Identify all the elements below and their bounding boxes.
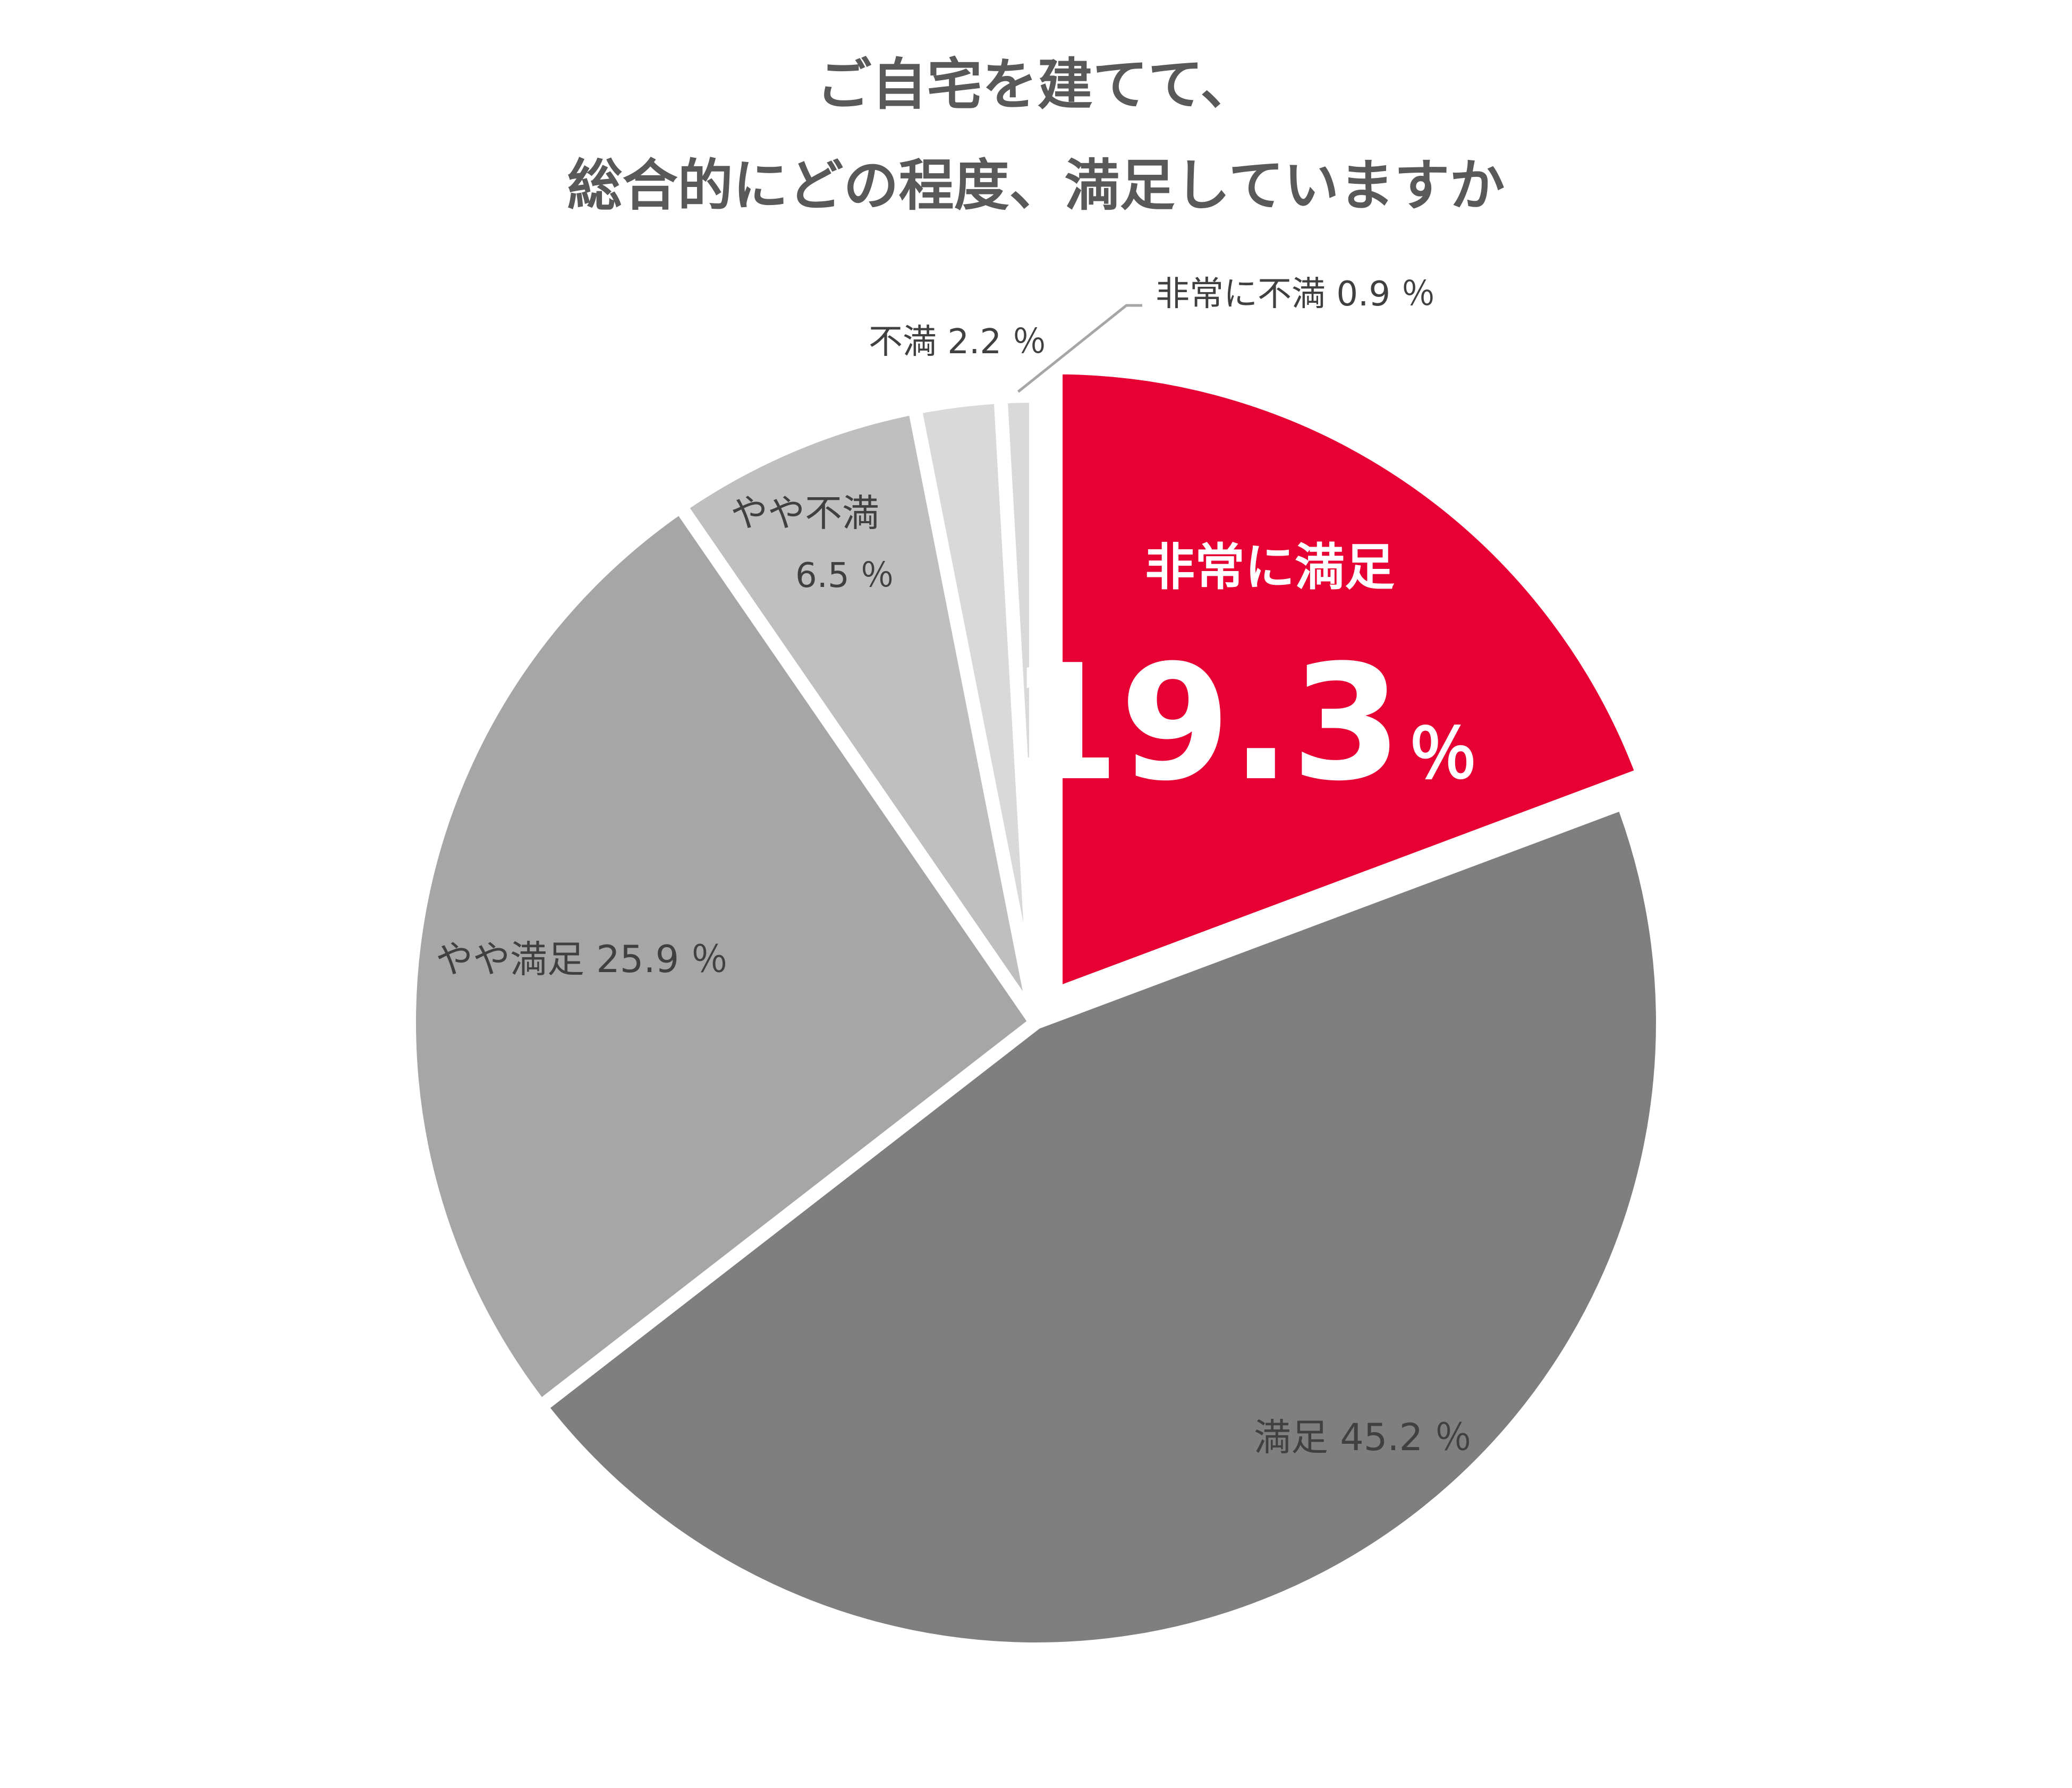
pie-slice-1 [1049,360,1652,1004]
slice-label-value-1: 19.3％ [1009,631,1477,816]
pie-slices [402,360,1670,1656]
pie-slice-3 [402,497,1046,1417]
slice-value-number-1: 19.3 [1009,631,1402,816]
chart-title-line-2: 総合的にどの程度、満足していますか [567,153,1505,218]
pie-labels: 非常に満足 19.3％ 満足 45.2 ％ やや満足 25.9 ％ やや不満 6.5 ％ 不… [436,275,1477,1459]
slice-label-5: 不満 2.2 ％ [869,322,1046,362]
slice-label-name-1: 非常に満足 [1145,539,1395,597]
slice-label-2: 満足 45.2 ％ [1254,1416,1472,1459]
pie-slice-6 [993,388,1043,1023]
pie-slice-4 [670,399,1043,1027]
slice-label-value-4: 6.5 ％ [795,556,894,595]
slice-label-6: 非常に不満 0.9 ％ [1156,275,1435,314]
slice-label-name-4: やや不満 [731,491,879,535]
slice-value-unit-1: ％ [1408,714,1477,795]
leader-line-6 [1017,304,1142,393]
slice-label-3: やや満足 25.9 ％ [436,938,728,981]
pie-slice-2 [531,794,1670,1656]
chart-title-line-1: ご自宅を建てて、 [817,52,1256,117]
